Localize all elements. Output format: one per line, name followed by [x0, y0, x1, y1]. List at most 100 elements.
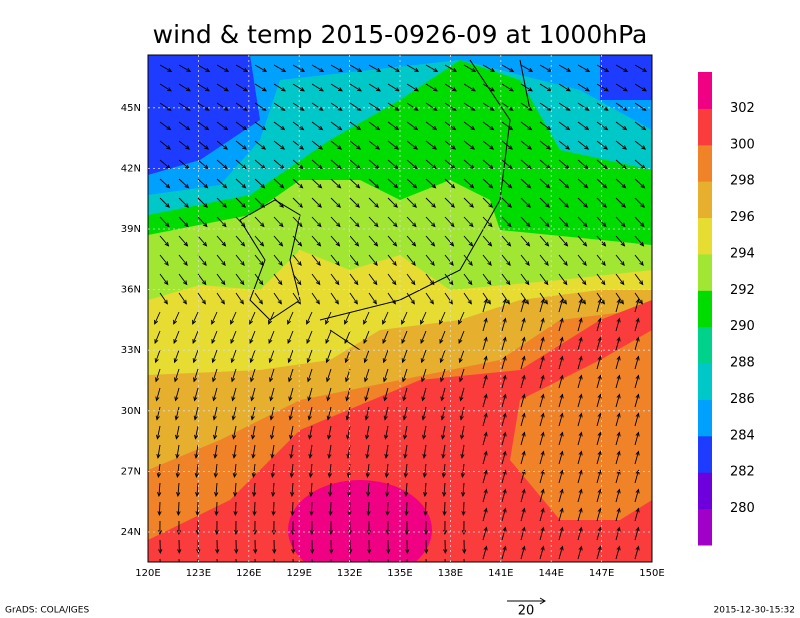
wind-arrow: [444, 216, 455, 227]
wind-arrow-head: [316, 222, 322, 228]
colorbar-segment: [698, 508, 712, 546]
wind-arrow: [194, 406, 199, 420]
wind-arrow: [290, 425, 294, 439]
wind-arrow: [577, 432, 582, 446]
wind-arrow: [159, 178, 170, 189]
wind-arrow-head: [546, 125, 552, 131]
wind-arrow: [577, 508, 582, 522]
wind-arrow: [178, 121, 190, 131]
wind-arrow: [520, 299, 525, 313]
wind-arrow: [462, 501, 465, 516]
wind-arrow-head: [502, 488, 507, 494]
wind-arrow: [420, 311, 427, 325]
wind-arrow: [176, 444, 180, 458]
wind-arrow: [349, 121, 361, 131]
wind-arrow: [440, 349, 446, 363]
wind-arrow: [292, 178, 303, 189]
wind-arrow-head: [562, 299, 567, 305]
wind-arrow-head: [635, 431, 640, 437]
wind-arrow: [344, 330, 351, 344]
wind-arrow: [311, 197, 322, 208]
colorbar-label: 300: [730, 137, 755, 152]
wind-arrow: [387, 102, 400, 111]
wind-arrow: [404, 463, 408, 477]
wind-arrow: [422, 406, 427, 420]
wind-arrow-head: [325, 358, 330, 364]
wind-arrow-head: [222, 183, 228, 189]
wind-arrow: [197, 83, 210, 92]
wind-arrow-head: [250, 396, 255, 402]
wind-arrow-head: [559, 393, 564, 399]
wind-arrow-head: [483, 336, 488, 342]
wind-arrow-head: [173, 319, 178, 325]
wind-arrow-head: [297, 241, 303, 247]
wind-arrow-head: [506, 241, 512, 247]
wind-arrow-head: [280, 125, 286, 131]
wind-arrow-head: [439, 358, 444, 364]
wind-arrow: [501, 121, 513, 131]
wind-arrow: [197, 159, 209, 169]
wind-arrow: [501, 178, 512, 189]
wind-arrow-head: [528, 67, 534, 72]
wind-arrow: [216, 83, 229, 92]
wind-arrow-head: [521, 317, 526, 323]
wind-arrow-head: [204, 125, 210, 131]
reference-label: 20: [518, 604, 535, 618]
wind-arrow-head: [563, 261, 568, 266]
wind-arrow-head: [502, 336, 507, 342]
wind-arrow-head: [559, 298, 564, 304]
wind-arrow-head: [230, 358, 235, 364]
wind-arrow: [330, 235, 340, 247]
y-tick-label: 24N: [121, 527, 141, 538]
wind-arrow: [235, 292, 244, 304]
wind-arrow-head: [410, 299, 415, 305]
wind-arrow: [596, 121, 608, 131]
wind-arrow: [159, 254, 169, 266]
wind-arrow-head: [602, 164, 608, 170]
wind-arrow-head: [470, 145, 476, 150]
wind-arrow: [406, 292, 415, 304]
wind-arrow-head: [471, 87, 476, 92]
wind-arrow-head: [176, 492, 181, 498]
wind-arrow: [634, 197, 645, 208]
wind-arrow-head: [258, 299, 263, 305]
wind-arrow-head: [354, 280, 359, 286]
wind-arrow: [577, 375, 582, 389]
wind-arrow: [444, 235, 454, 247]
wind-arrow-head: [578, 374, 583, 380]
y-tick-label: 33N: [121, 345, 141, 356]
wind-arrow: [405, 482, 408, 496]
wind-arrow-head: [578, 298, 583, 304]
wind-arrow: [178, 64, 191, 72]
wind-arrow: [482, 140, 494, 150]
wind-arrow-head: [402, 415, 407, 421]
wind-arrow: [539, 299, 544, 313]
wind-arrow: [273, 273, 283, 285]
wind-arrow-head: [356, 145, 362, 150]
wind-arrow: [459, 349, 465, 363]
wind-arrow: [482, 273, 492, 285]
wind-arrow: [539, 413, 544, 427]
wind-arrow: [463, 83, 476, 92]
wind-arrow-head: [259, 222, 265, 228]
wind-arrow-head: [578, 507, 583, 513]
colorbar-segment: [698, 363, 712, 400]
wind-arrow: [178, 292, 187, 304]
wind-arrow-head: [635, 450, 640, 456]
wind-arrow-head: [622, 145, 628, 150]
wind-arrow: [176, 463, 180, 477]
wind-arrow: [482, 413, 487, 427]
wind-arrow: [233, 463, 237, 477]
wind-arrow: [558, 140, 570, 150]
wind-arrow: [425, 197, 436, 208]
wind-arrow-head: [559, 450, 564, 456]
wind-arrow-head: [211, 358, 216, 364]
wind-arrow-head: [451, 145, 457, 150]
wind-arrow-head: [223, 125, 229, 131]
wind-arrow-head: [268, 339, 273, 345]
wind-arrow-head: [278, 241, 284, 247]
wind-arrow: [252, 425, 256, 439]
wind-arrow-head: [487, 241, 493, 247]
wind-arrow-head: [338, 87, 343, 92]
wind-arrow: [634, 394, 639, 408]
